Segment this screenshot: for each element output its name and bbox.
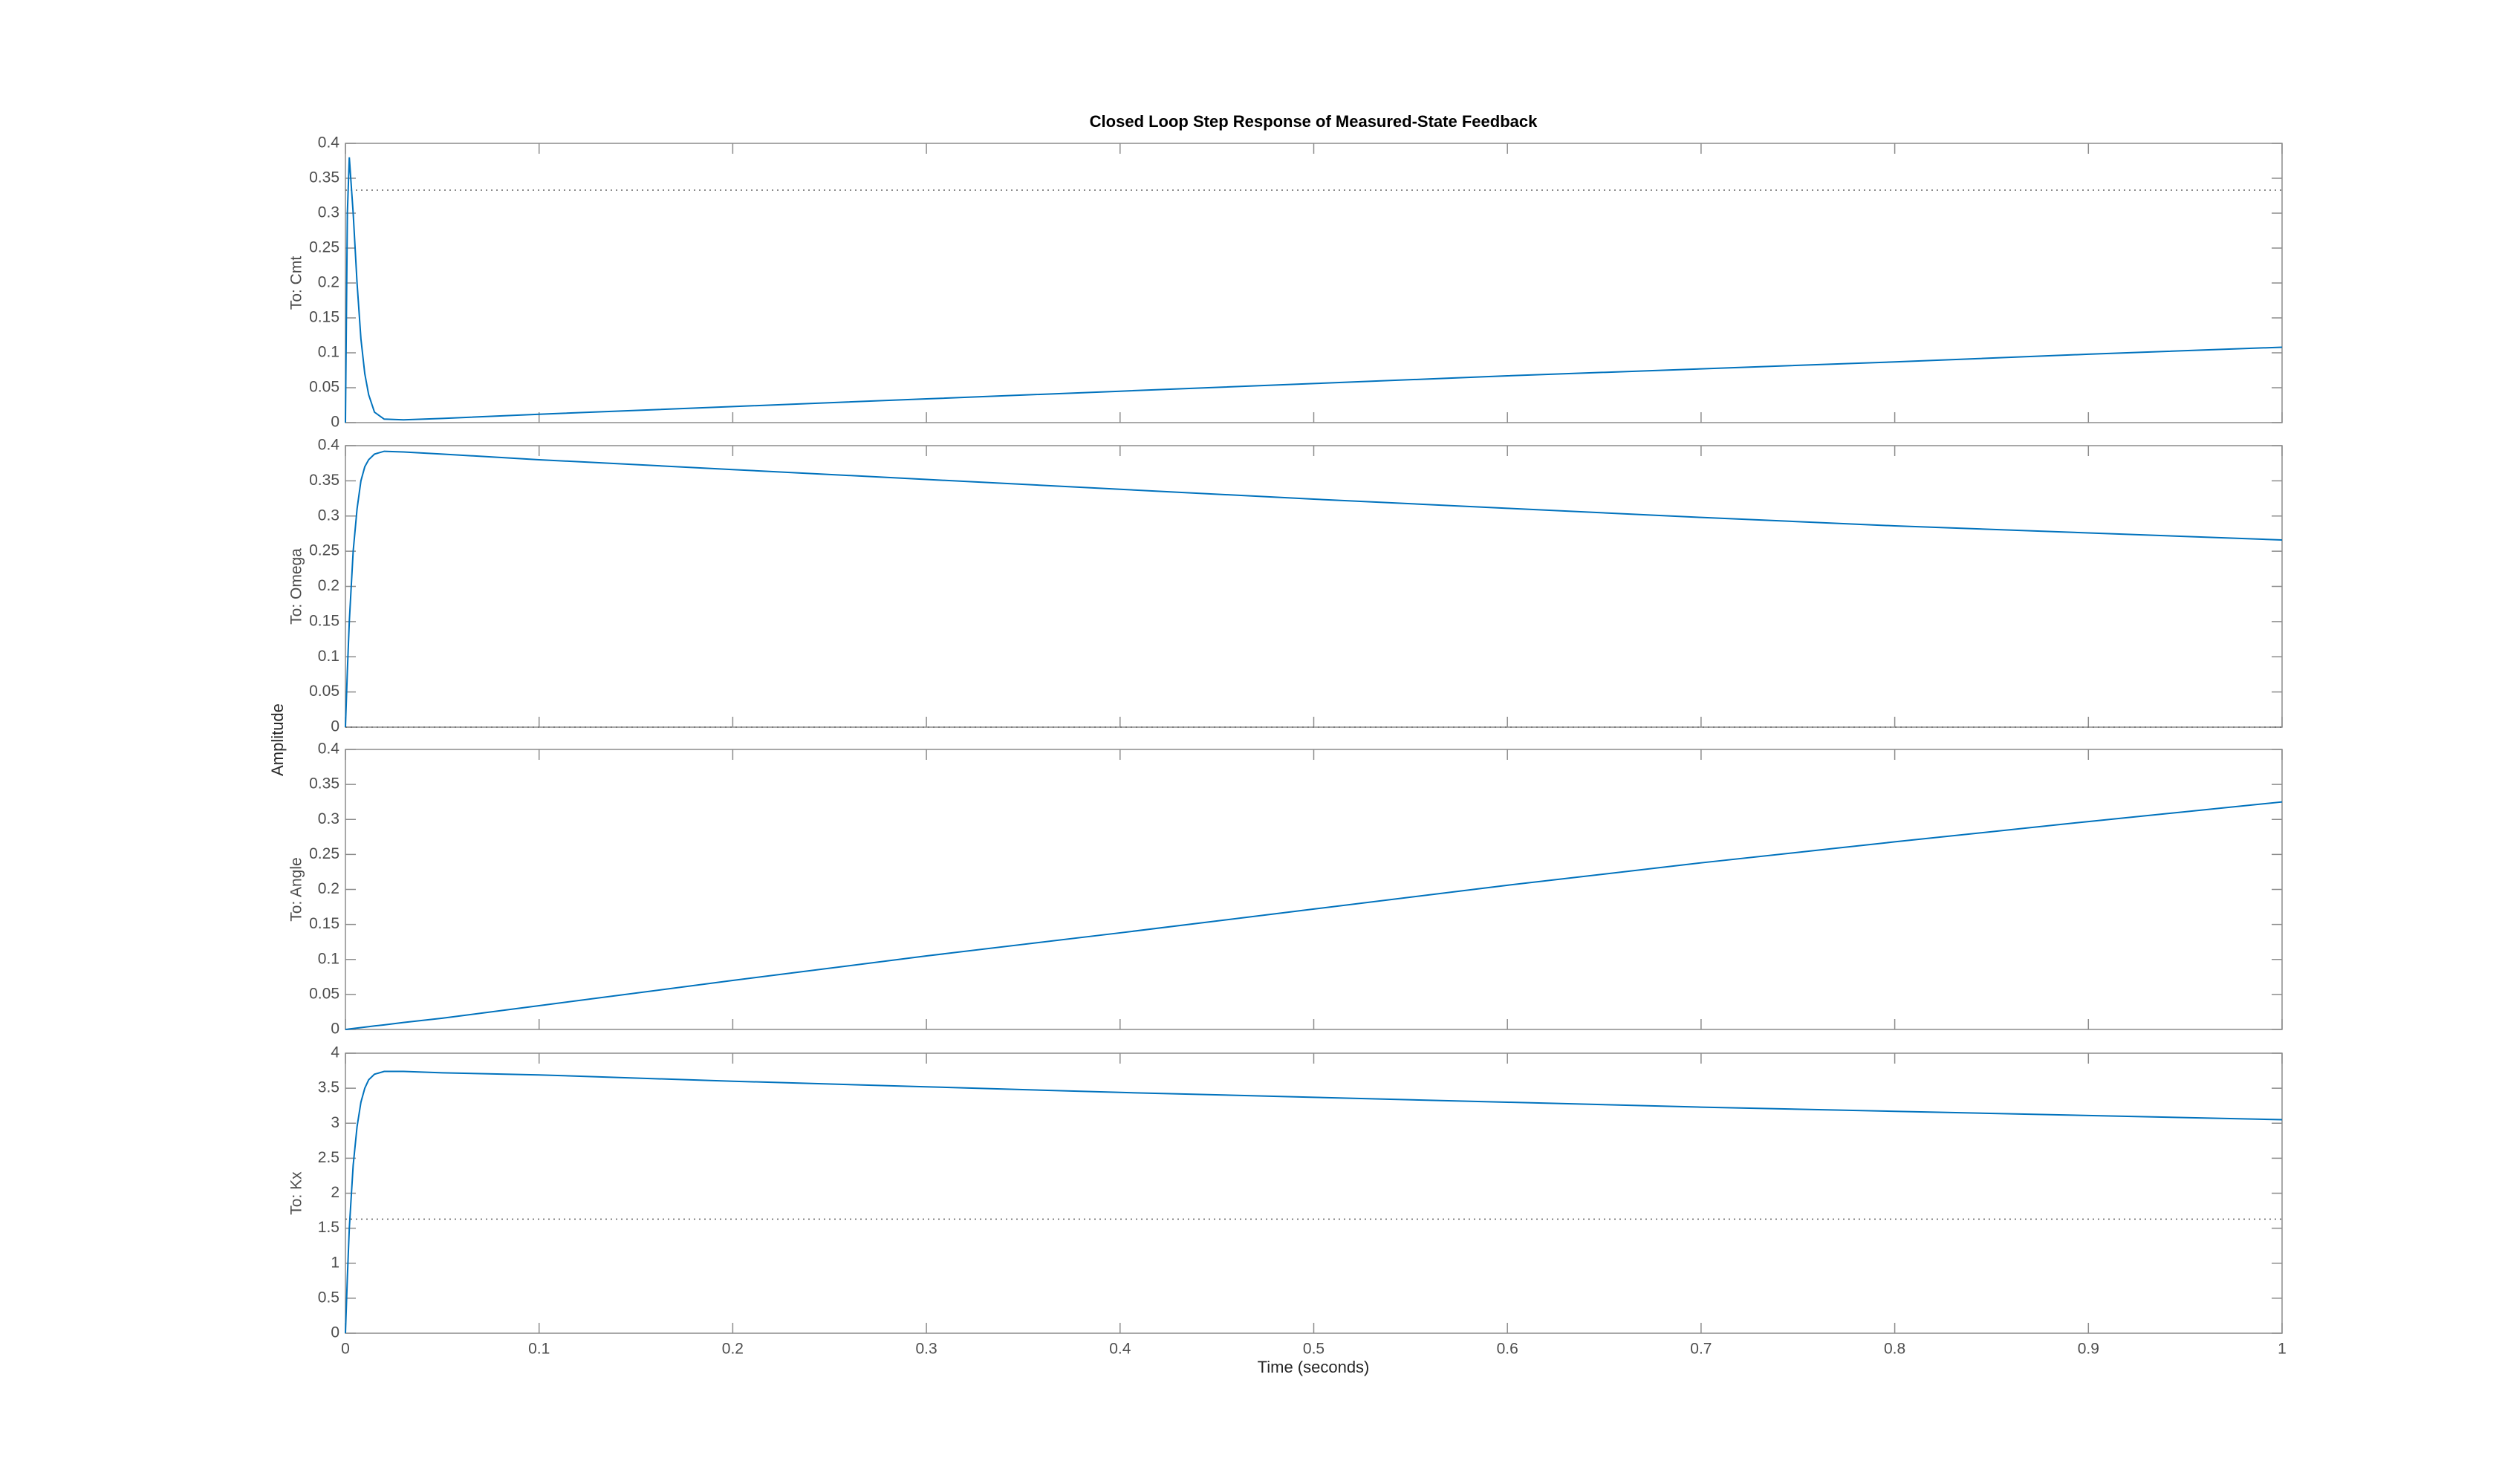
y-tick-label: 0.05 xyxy=(309,379,339,396)
y-tick-label: 0.3 xyxy=(318,810,339,827)
y-tick-label: 0.15 xyxy=(309,309,339,326)
y-tick-label: 0.4 xyxy=(318,437,340,454)
x-tick-label: 0.3 xyxy=(915,1341,937,1358)
panel-label: To: Omega xyxy=(288,548,305,625)
y-tick-label: 2.5 xyxy=(318,1149,339,1166)
y-tick-label: 0 xyxy=(331,1021,339,1038)
y-tick-label: 0.25 xyxy=(309,845,339,862)
y-tick-label: 0.05 xyxy=(309,683,339,700)
y-tick-label: 0.4 xyxy=(318,134,340,152)
x-tick-label: 0 xyxy=(341,1341,350,1358)
plot-area xyxy=(345,445,2283,728)
panel-label: To: Kx xyxy=(288,1171,305,1215)
y-tick-label: 0.35 xyxy=(309,472,339,489)
y-tick-label: 0 xyxy=(331,718,339,735)
x-tick-label: 0.2 xyxy=(722,1341,744,1358)
y-tick-label: 1.5 xyxy=(318,1219,339,1236)
y-tick-label: 0.15 xyxy=(309,612,339,629)
plot-area xyxy=(345,143,2283,423)
x-tick-label: 0.4 xyxy=(1109,1341,1131,1358)
y-tick-label: 4 xyxy=(331,1044,339,1061)
y-tick-label: 0.2 xyxy=(318,274,339,291)
x-tick-label: 0.8 xyxy=(1884,1341,1905,1358)
plot-area xyxy=(345,749,2283,1030)
y-tick-label: 0.35 xyxy=(309,169,339,186)
response-line xyxy=(345,801,2283,1030)
y-tick-label: 0.35 xyxy=(309,775,339,793)
x-tick-label: 0.9 xyxy=(2078,1341,2099,1358)
y-tick-label: 3.5 xyxy=(318,1079,339,1096)
x-tick-label: 1 xyxy=(2278,1341,2287,1358)
y-tick-label: 0.1 xyxy=(318,950,339,967)
plot-area xyxy=(345,1052,2283,1334)
y-tick-label: 0.25 xyxy=(309,239,339,256)
x-tick-label: 0.7 xyxy=(1690,1341,1712,1358)
y-tick-label: 3 xyxy=(331,1114,339,1131)
y-tick-label: 0.1 xyxy=(318,648,339,665)
y-tick-label: 0.15 xyxy=(309,915,339,932)
y-axis-label: Amplitude xyxy=(268,703,287,776)
y-tick-label: 0 xyxy=(331,1324,339,1341)
y-tick-label: 0.2 xyxy=(318,577,339,594)
figure-title: Closed Loop Step Response of Measured-St… xyxy=(1090,112,1538,131)
y-tick-label: 0.5 xyxy=(318,1289,339,1306)
y-tick-label: 0.2 xyxy=(318,880,339,897)
y-tick-label: 0.3 xyxy=(318,204,339,221)
y-tick-label: 1 xyxy=(331,1254,339,1271)
response-line xyxy=(345,450,2283,728)
y-tick-label: 0.05 xyxy=(309,985,339,1002)
y-tick-label: 0.4 xyxy=(318,741,340,758)
x-axis-label: Time (seconds) xyxy=(1258,1358,1370,1376)
x-tick-label: 0.6 xyxy=(1497,1341,1518,1358)
panel-label: To: Angle xyxy=(288,857,305,921)
y-tick-label: 2 xyxy=(331,1184,339,1201)
response-line xyxy=(345,157,2283,423)
x-tick-label: 0.1 xyxy=(528,1341,550,1358)
x-tick-label: 0.5 xyxy=(1303,1341,1325,1358)
panel-label: To: Cmt xyxy=(288,256,305,310)
response-line xyxy=(345,1070,2283,1334)
y-tick-label: 0 xyxy=(331,414,339,431)
y-tick-label: 0.25 xyxy=(309,542,339,559)
y-tick-label: 0.1 xyxy=(318,344,339,361)
y-tick-label: 0.3 xyxy=(318,507,339,524)
